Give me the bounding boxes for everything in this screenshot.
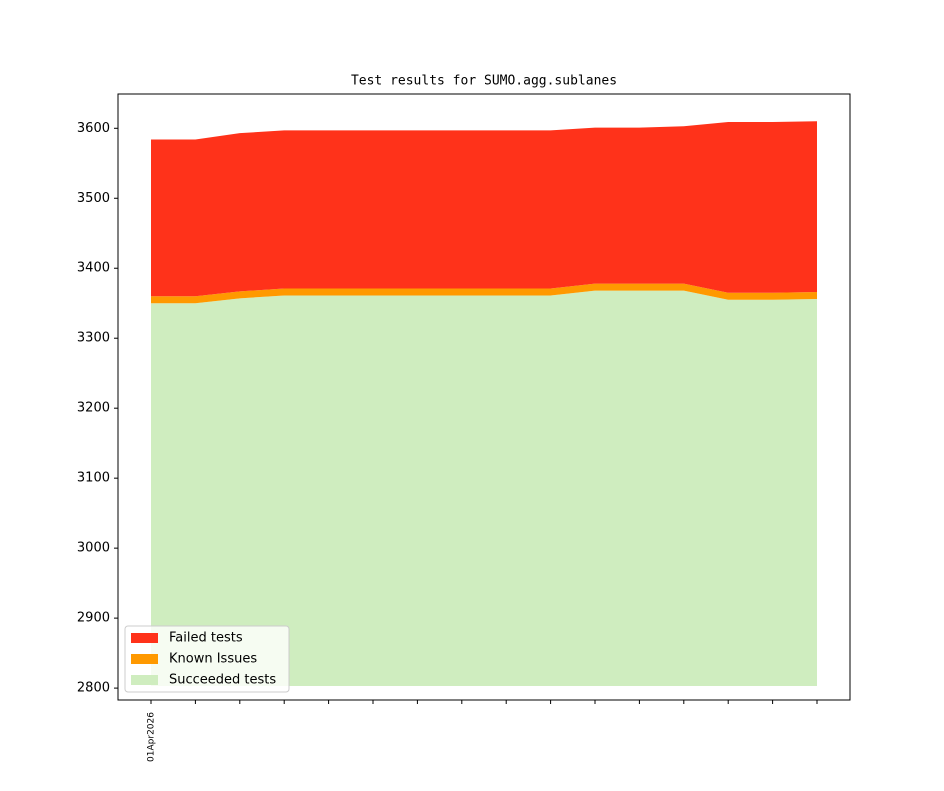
y-tick-label: 3100 bbox=[77, 471, 110, 486]
y-tick-label: 3400 bbox=[77, 261, 110, 276]
area bbox=[151, 121, 817, 297]
y-tick-label: 3600 bbox=[77, 121, 110, 136]
legend-swatch bbox=[131, 675, 158, 685]
y-tick-label: 2800 bbox=[77, 681, 110, 696]
legend-label: Failed tests bbox=[169, 631, 243, 646]
chart-title: Test results for SUMO.agg.sublanes bbox=[351, 74, 617, 89]
plot-frame bbox=[117, 93, 851, 701]
legend-box bbox=[124, 625, 290, 693]
legend-swatch bbox=[131, 633, 158, 643]
legend-label: Succeeded tests bbox=[169, 673, 276, 688]
y-tick-label: 3200 bbox=[77, 401, 110, 416]
y-tick-label: 3300 bbox=[77, 331, 110, 346]
y-tick-label: 2900 bbox=[77, 611, 110, 626]
area bbox=[151, 290, 817, 686]
legend-swatch bbox=[131, 654, 158, 664]
y-tick-label: 3500 bbox=[77, 191, 110, 206]
x-tick-label: 01Apr2026 bbox=[147, 712, 157, 762]
y-tick-label: 3000 bbox=[77, 541, 110, 556]
legend-label: Known Issues bbox=[169, 652, 257, 667]
legend: Failed tests Known Issues Succeeded tests bbox=[124, 625, 290, 693]
